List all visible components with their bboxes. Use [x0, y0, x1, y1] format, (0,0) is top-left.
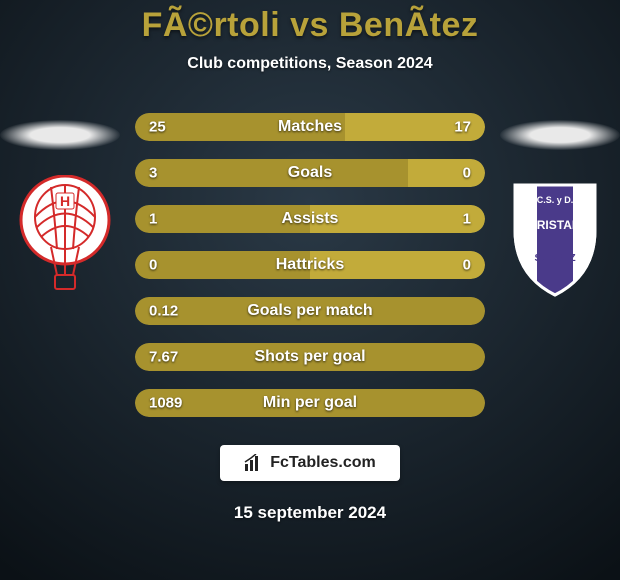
player-shadow-right	[500, 120, 620, 150]
stat-label: Min per goal	[135, 394, 485, 412]
stat-label: Assists	[135, 210, 485, 228]
stat-label: Shots per goal	[135, 348, 485, 366]
date-label: 15 september 2024	[234, 503, 386, 523]
svg-text:TRISTAN: TRISTAN	[529, 218, 580, 232]
stat-row: 0.12Goals per match	[135, 297, 485, 325]
stat-row: 30Goals	[135, 159, 485, 187]
stat-label: Matches	[135, 118, 485, 136]
stat-label: Hattricks	[135, 256, 485, 274]
subtitle: Club competitions, Season 2024	[187, 55, 432, 73]
stat-row: 2517Matches	[135, 113, 485, 141]
player-shadow-left	[0, 120, 120, 150]
stat-row: 7.67Shots per goal	[135, 343, 485, 371]
page-title: FÃ©rtoli vs BenÃ­tez	[142, 6, 479, 45]
stat-label: Goals	[135, 164, 485, 182]
fctables-badge[interactable]: FcTables.com	[220, 445, 400, 481]
crest-right: C.S. y D. TRISTAN SUAREZ	[505, 175, 605, 310]
svg-text:SUAREZ: SUAREZ	[534, 253, 575, 264]
stat-row: 00Hattricks	[135, 251, 485, 279]
chart-icon	[244, 454, 264, 472]
stat-row: 11Assists	[135, 205, 485, 233]
fctables-text: FcTables.com	[270, 454, 376, 472]
svg-text:H: H	[60, 193, 70, 209]
stat-row: 1089Min per goal	[135, 389, 485, 417]
crest-left: H	[15, 175, 115, 310]
svg-text:C.S. y D.: C.S. y D.	[537, 195, 574, 205]
stat-label: Goals per match	[135, 302, 485, 320]
stats-bars: 2517Matches 30Goals 11Assists 00Hattricks 0.…	[135, 113, 485, 417]
